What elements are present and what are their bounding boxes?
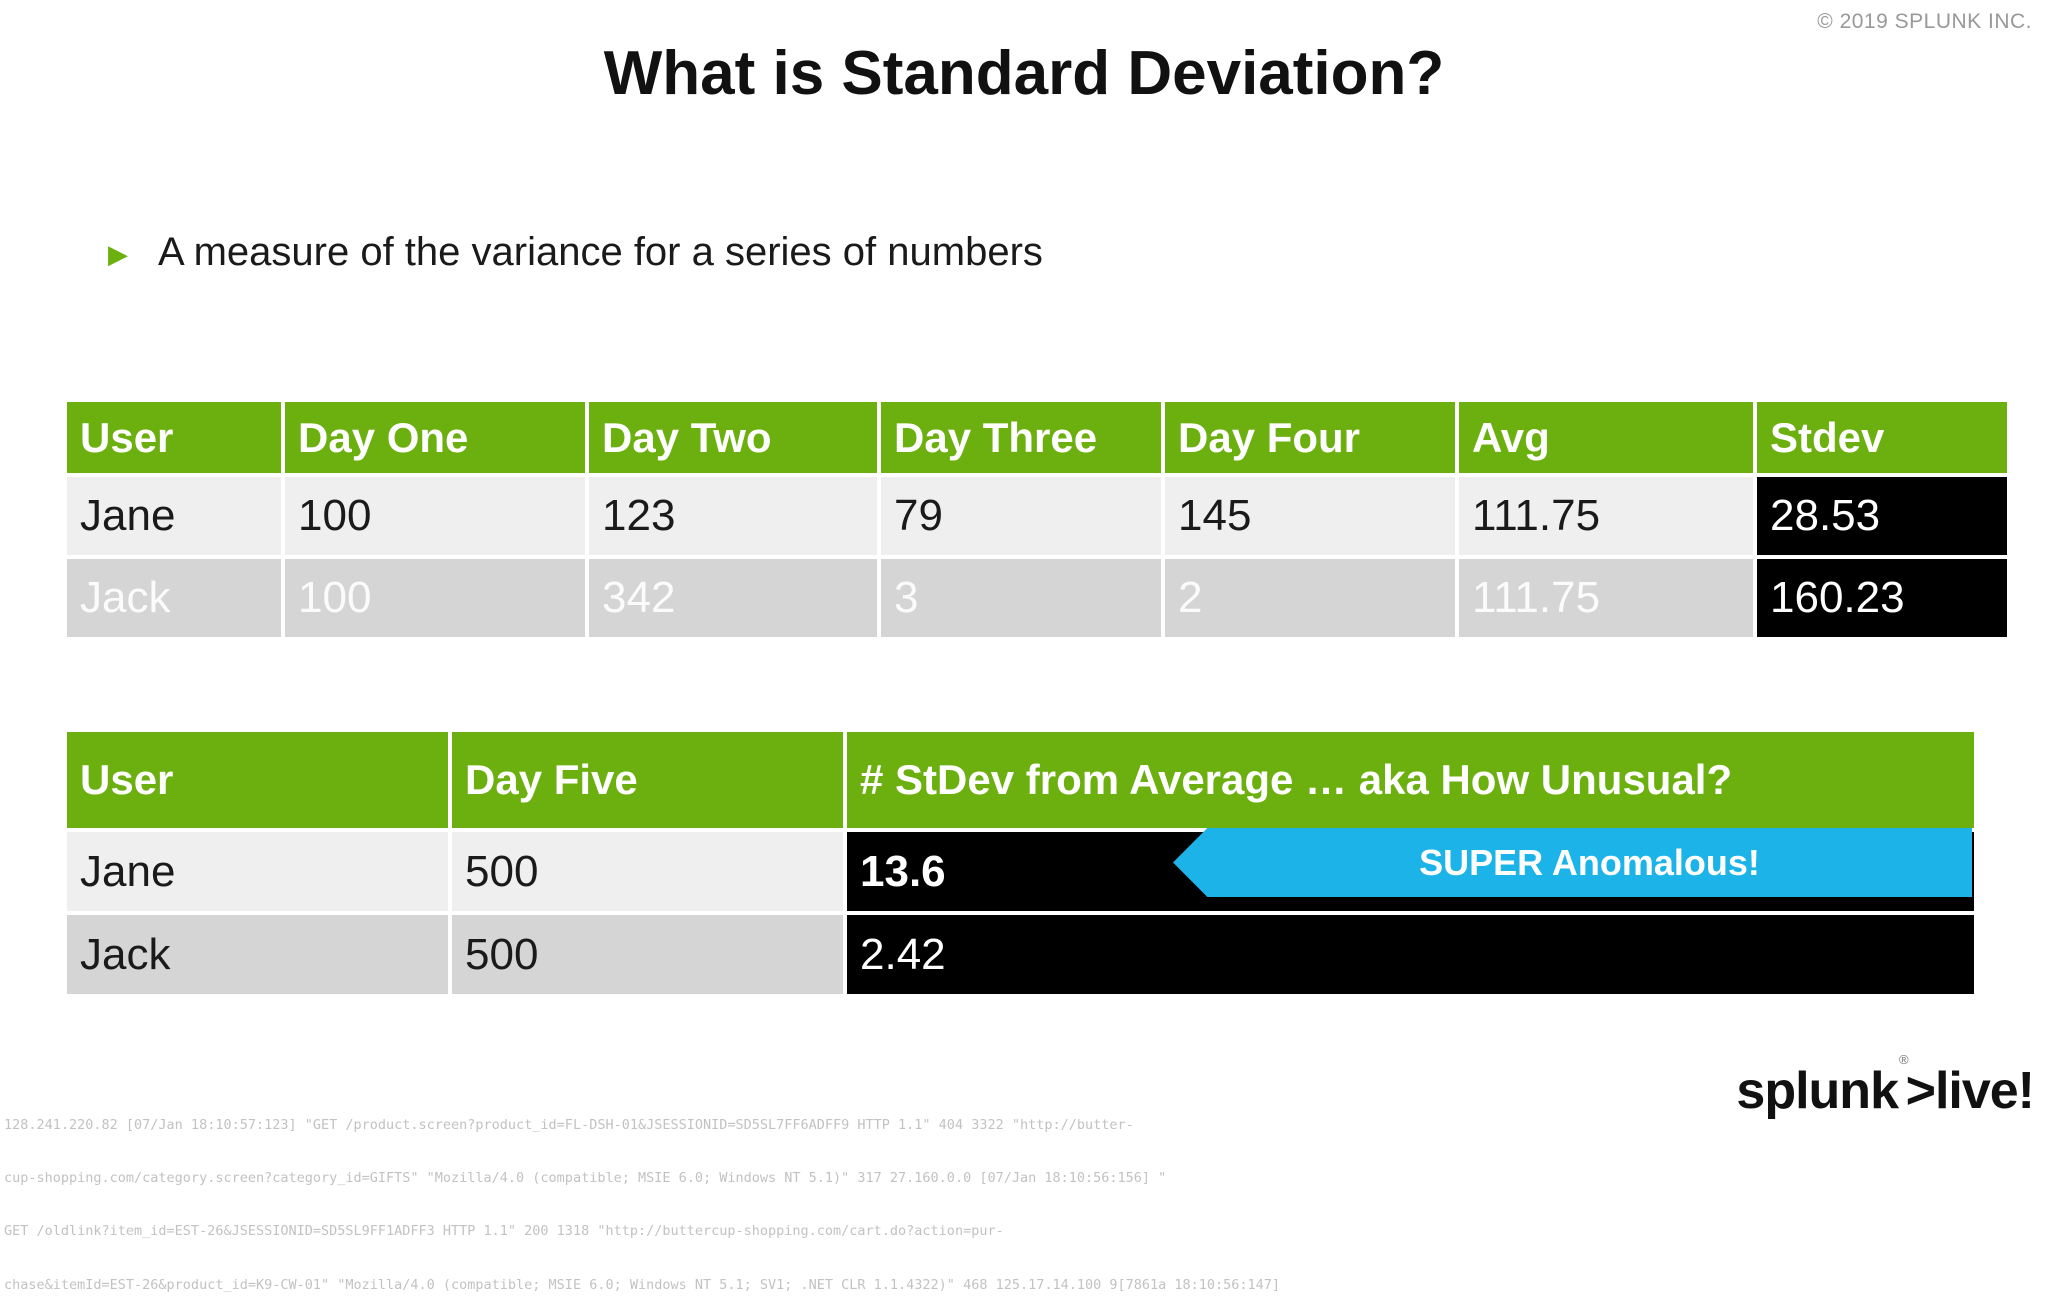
column-header: Stdev <box>1757 402 2007 473</box>
table-cell: 111.75 <box>1459 477 1753 555</box>
table-cell: 2 <box>1165 559 1455 637</box>
column-header: Avg <box>1459 402 1753 473</box>
log-line: GET /oldlink?item_id=EST-26&JSESSIONID=S… <box>4 1223 1004 1240</box>
bullet-line: ▶ A measure of the variance for a series… <box>108 230 1043 275</box>
slide: { "colors":{ "green":"#6CB00F", "blue":"… <box>4 10 2036 1293</box>
logo-brand: splunk <box>1736 1062 1899 1120</box>
column-header: User <box>67 402 281 473</box>
column-header: Day One <box>285 402 585 473</box>
bullet-triangle-icon: ▶ <box>108 238 128 269</box>
table-cell: Jack <box>67 559 281 637</box>
logo-product: >live! <box>1905 1062 2035 1120</box>
background-log-text: 128.241.220.82 [07/Jan 18:10:57:123] "GE… <box>4 1081 1280 1312</box>
table-cell: 3 <box>881 559 1161 637</box>
anomalous-callout-label: SUPER Anomalous! <box>1419 841 1760 883</box>
copyright-notice: © 2019 SPLUNK INC. <box>1817 10 2032 33</box>
table-cell: 500 <box>452 832 843 911</box>
column-header: Day Four <box>1165 402 1455 473</box>
table-cell: 123 <box>589 477 877 555</box>
column-header: # StDev from Average … aka How Unusual? <box>847 732 1974 828</box>
registered-trademark-icon: ® <box>1898 1052 1909 1067</box>
column-header: Day Three <box>881 402 1161 473</box>
bullet-text: A measure of the variance for a series o… <box>158 230 1043 274</box>
splunk-live-logo: splunk®>live! <box>1736 1052 2035 1121</box>
column-header: User <box>67 732 448 828</box>
table-cell: Jane <box>67 477 281 555</box>
page-title: What is Standard Deviation? <box>603 39 1445 108</box>
log-line: 128.241.220.82 [07/Jan 18:10:57:123] "GE… <box>4 1116 1134 1133</box>
log-line: chase&itemId=EST-26&product_id=K9-CW-01"… <box>4 1276 1281 1293</box>
stdev-table-days: User Day One Day Two Day Three Day Four … <box>67 402 2007 637</box>
table-cell: 500 <box>452 915 843 994</box>
stdev-highlight-cell: 2.42 <box>847 915 1974 994</box>
table-cell: Jack <box>67 915 448 994</box>
table-cell: 100 <box>285 477 585 555</box>
table-cell: 145 <box>1165 477 1455 555</box>
table-cell: 79 <box>881 477 1161 555</box>
log-line: cup-shopping.com/category.screen?categor… <box>4 1169 1167 1186</box>
table-cell: 111.75 <box>1459 559 1753 637</box>
stdev-highlight-cell: 160.23 <box>1757 559 2007 637</box>
table-cell: Jane <box>67 832 448 911</box>
anomalous-callout-banner: SUPER Anomalous! <box>1173 828 1972 897</box>
column-header: Day Two <box>589 402 877 473</box>
table-cell: 100 <box>285 559 585 637</box>
column-header: Day Five <box>452 732 843 828</box>
stdev-highlight-cell: 28.53 <box>1757 477 2007 555</box>
table-cell: 342 <box>589 559 877 637</box>
